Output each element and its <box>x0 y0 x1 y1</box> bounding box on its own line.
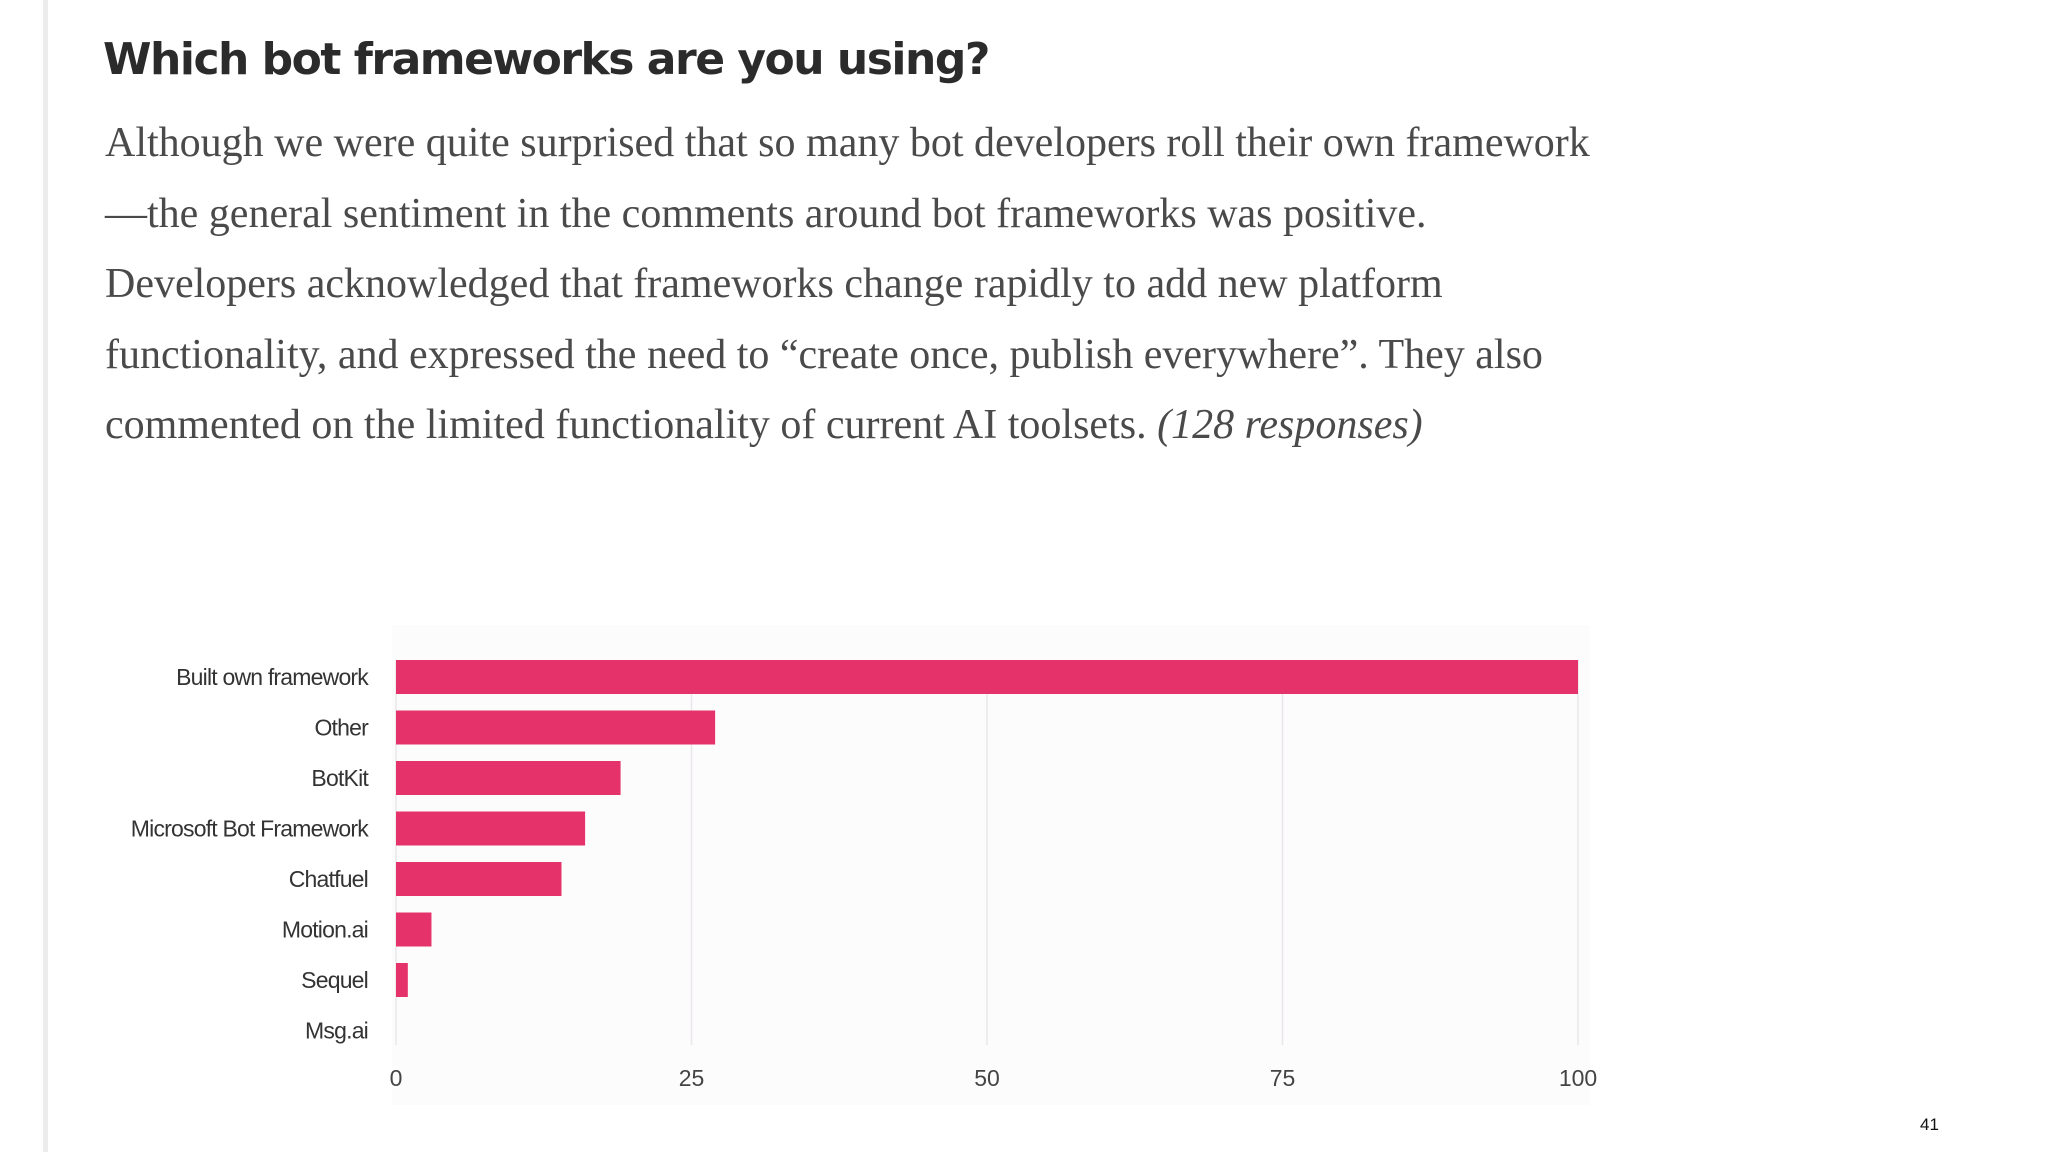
category-label-chatfuel: Chatfuel <box>289 866 368 892</box>
category-label-microsoft-bot-framework: Microsoft Bot Framework <box>131 816 370 842</box>
bar-motion-ai <box>396 912 432 947</box>
description-paragraph: Although we were quite surprised that so… <box>105 108 1615 461</box>
x-tick-label-100: 100 <box>1559 1065 1597 1091</box>
bar-sequel <box>396 963 408 997</box>
category-label-built-own-framework: Built own framework <box>176 664 369 690</box>
page-number: 41 <box>1920 1115 1939 1134</box>
bar-chatfuel <box>396 862 562 896</box>
description-text: Although we were quite surprised that so… <box>105 120 1590 448</box>
x-tick-label-50: 50 <box>974 1065 1000 1091</box>
category-label-botkit: BotKit <box>311 765 369 791</box>
category-label-motion-ai: Motion.ai <box>282 917 368 943</box>
category-label-msg-ai: Msg.ai <box>305 1018 368 1044</box>
bar-botkit <box>396 761 621 795</box>
chart-background <box>392 625 1590 1105</box>
category-label-sequel: Sequel <box>301 967 368 993</box>
category-labels: Built own framework Other BotKit Microsoft … <box>131 664 370 1044</box>
chart-bars <box>396 660 1578 997</box>
bar-built-own-framework <box>396 660 1578 694</box>
page-title: Which bot frameworks are you using? <box>103 34 990 85</box>
x-axis-tick-labels: 0 25 50 75 100 <box>390 1065 1598 1091</box>
x-tick-label-75: 75 <box>1270 1065 1296 1091</box>
left-divider <box>43 0 48 1152</box>
response-count: (128 responses) <box>1157 402 1423 448</box>
bar-microsoft-bot-framework <box>396 811 586 846</box>
bar-other <box>396 710 716 745</box>
x-tick-label-0: 0 <box>390 1065 403 1091</box>
category-label-other: Other <box>314 715 369 741</box>
x-tick-label-25: 25 <box>679 1065 705 1091</box>
